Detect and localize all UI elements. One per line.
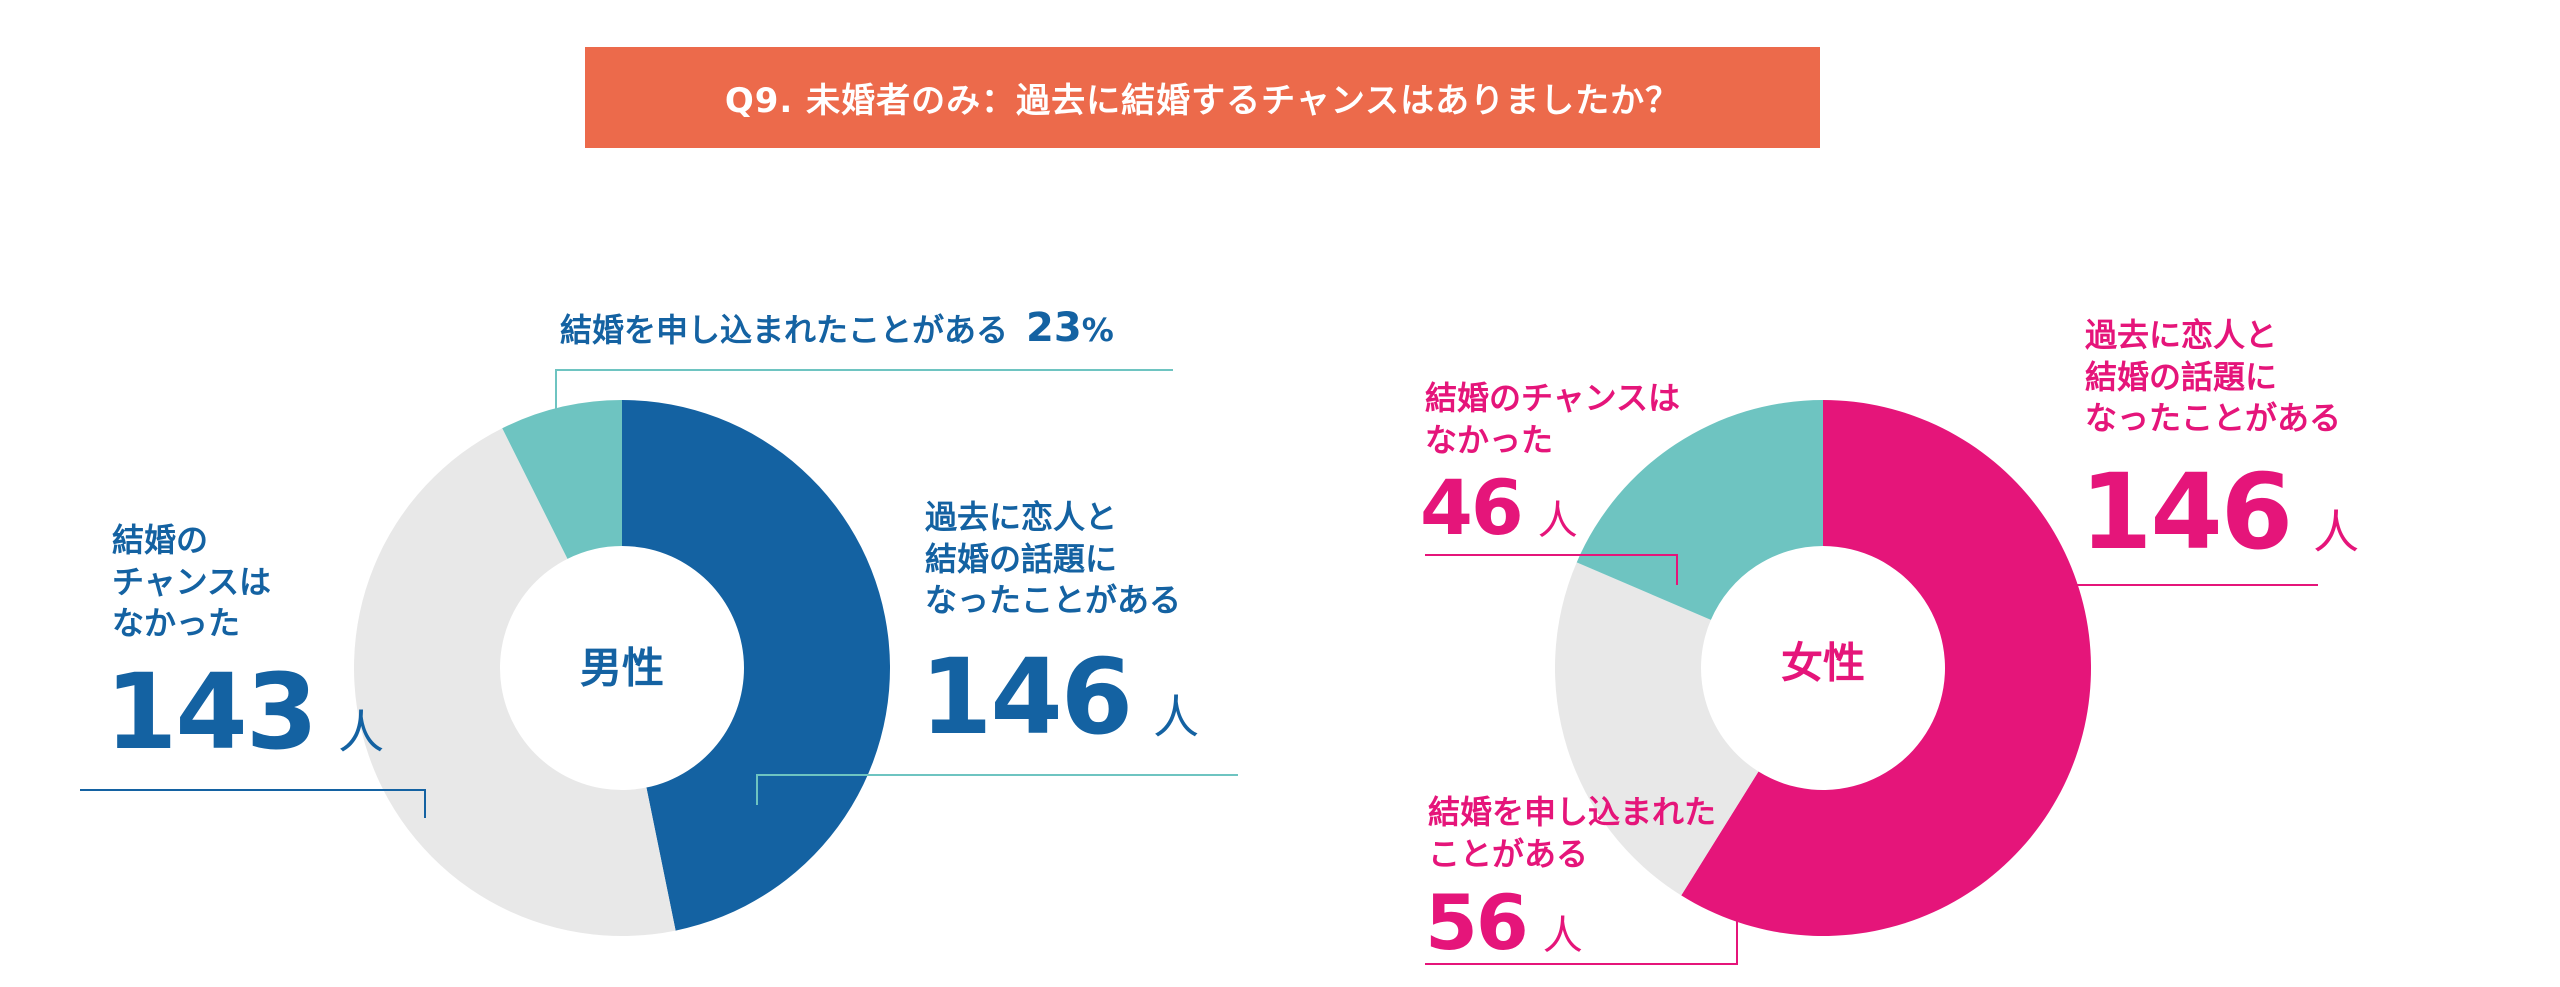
female-proposed-label: 結婚を申し込まれた ことがある	[1428, 793, 1717, 873]
female-no-chance-leader-line	[1425, 554, 1678, 585]
male-no-chance-value: 143	[105, 651, 318, 773]
female-talked-value: 146	[2080, 451, 2293, 573]
female-talked-leader-line	[1976, 584, 2318, 615]
male-no-chance-label: 結婚の チャンスは なかった	[112, 521, 272, 643]
female-center-label: 女性	[1780, 638, 1866, 688]
male-proposed-value: 23	[1026, 305, 1082, 351]
male-talked-unit: 人	[1153, 690, 1200, 744]
male-slice-0	[622, 400, 891, 931]
male-talked-count: 146 人	[920, 645, 1199, 749]
female-slice-2	[1576, 400, 1823, 620]
female-proposed-count: 56 人	[1425, 885, 1583, 961]
male-proposed-callout: 結婚を申し込まれたことがある 23 %	[560, 302, 1114, 354]
male-proposed-unit: %	[1081, 311, 1114, 349]
male-talked-value: 146	[920, 636, 1133, 758]
male-no-chance-unit: 人	[338, 705, 385, 759]
female-proposed-leader-line	[1425, 882, 1738, 965]
female-talked-unit: 人	[2313, 505, 2360, 559]
question-title: Q9. 未婚者のみ：過去に結婚するチャンスはありましたか？	[724, 81, 1681, 121]
male-talked-leader-line	[756, 774, 1238, 805]
female-donut-chart	[1555, 400, 2091, 936]
female-no-chance-label: 結婚のチャンスは なかった	[1425, 379, 1681, 459]
female-no-chance-value: 46	[1420, 463, 1524, 552]
male-slice-1	[354, 428, 676, 937]
male-center-label: 男性	[579, 643, 665, 693]
male-no-chance-count: 143 人	[105, 660, 384, 764]
male-no-chance-leader-line	[80, 789, 426, 818]
question-banner: Q9. 未婚者のみ：過去に結婚するチャンスはありましたか？	[585, 47, 1820, 148]
female-slice-1	[1555, 562, 1759, 896]
female-proposed-value: 56	[1425, 878, 1529, 967]
female-proposed-unit: 人	[1542, 913, 1583, 959]
female-no-chance-unit: 人	[1537, 498, 1578, 544]
female-talked-label: 過去に恋人と 結婚の話題に なったことがある	[2085, 316, 2342, 438]
male-slice-2	[502, 400, 622, 559]
male-donut-chart	[354, 400, 891, 937]
female-slice-0	[1681, 400, 2091, 936]
male-proposed-leader-line	[555, 369, 1173, 409]
male-proposed-label: 結婚を申し込まれたことがある	[560, 311, 1009, 349]
female-no-chance-count: 46 人	[1420, 470, 1578, 546]
female-talked-count: 146 人	[2080, 460, 2359, 564]
male-talked-label: 過去に恋人と 結婚の話題に なったことがある	[925, 498, 1182, 620]
